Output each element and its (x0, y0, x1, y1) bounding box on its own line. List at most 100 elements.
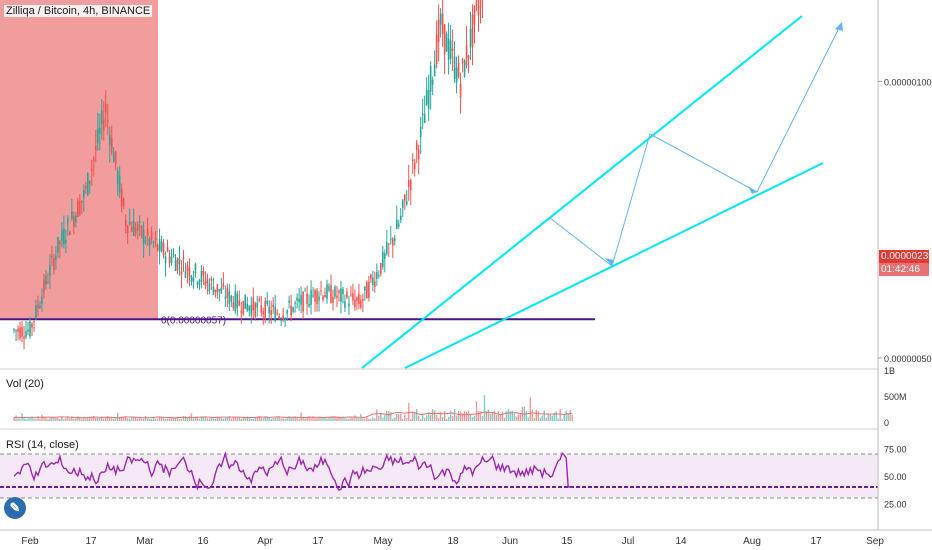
price-candle (473, 5, 476, 25)
time-tick-label: 17 (85, 536, 97, 547)
volume-bar (352, 417, 354, 421)
volume-bar (336, 417, 338, 421)
volume-bar (37, 416, 39, 421)
volume-bar (388, 411, 390, 421)
price-candle (116, 171, 119, 185)
volume-bar (433, 410, 436, 421)
volume-bar (545, 417, 547, 421)
volume-bar (398, 414, 400, 421)
volume-bar (128, 418, 131, 421)
price-candle (282, 315, 284, 321)
price-candle (55, 255, 57, 260)
price-candle (348, 303, 350, 307)
volume-bar (300, 412, 302, 421)
volume-bar (312, 416, 314, 421)
price-candle (320, 290, 322, 292)
price-candle (356, 297, 358, 301)
volume-bar (366, 416, 368, 421)
price-candle (403, 194, 406, 201)
price-candle (310, 290, 312, 305)
volume-bar (226, 417, 229, 421)
price-candle (477, 6, 480, 16)
price-candle (31, 323, 33, 328)
price-candle (370, 274, 372, 279)
price-candle (45, 275, 47, 285)
volume-bar (89, 417, 91, 421)
price-candle (415, 142, 418, 151)
volume-bar (288, 416, 290, 421)
volume-bar (499, 414, 502, 421)
volume-bar (176, 417, 179, 421)
volume-bar (115, 417, 117, 421)
volume-bar (168, 418, 171, 421)
price-candle (136, 224, 139, 231)
volume-bar (109, 417, 111, 421)
price-candle (126, 225, 129, 234)
volume-bar (206, 418, 209, 421)
price-candle (122, 198, 125, 207)
price-layer (13, 0, 483, 350)
price-candle (411, 159, 414, 161)
price-candle (81, 200, 83, 203)
price-candle (190, 276, 193, 282)
price-candle (292, 307, 294, 313)
rsi-pane (0, 428, 878, 499)
volume-bar (222, 418, 225, 421)
volume-bar (178, 418, 181, 421)
volume-bar (418, 415, 420, 421)
price-candle (316, 290, 318, 304)
rsi-tick-label: 50.00 (884, 472, 907, 482)
price-candle (250, 304, 253, 316)
volume-bar (156, 418, 159, 421)
price-candle (256, 302, 259, 308)
drawings-layer (361, 15, 843, 369)
volume-bar (348, 418, 350, 421)
volume-bar (314, 417, 316, 421)
price-candle (79, 200, 81, 215)
volume-bar (91, 416, 93, 421)
fibonacci-layer: 1(0.00000650)0.786(0.00000523)0.618(0.00… (0, 0, 595, 326)
tradingview-logo-icon[interactable]: ✎ (4, 497, 26, 519)
projection-arrow-1 (605, 258, 614, 266)
volume-bar (192, 418, 195, 421)
volume-bar (95, 417, 97, 421)
price-candle (304, 290, 306, 292)
volume-bar (136, 418, 139, 421)
price-candle (110, 137, 113, 153)
price-candle (170, 256, 173, 263)
time-tick-label: Feb (21, 536, 39, 547)
volume-bar (441, 417, 444, 421)
volume-bar (316, 418, 318, 421)
price-candle (33, 321, 35, 323)
price-candle (252, 297, 255, 311)
rsi-tick-label: 25.00 (884, 500, 907, 510)
volume-bar (503, 417, 506, 421)
volume-bar (330, 416, 332, 421)
volume-bar (485, 411, 488, 421)
price-candle (346, 291, 348, 298)
volume-bar (158, 416, 161, 421)
price-candle (138, 220, 141, 223)
price-candle (374, 281, 376, 287)
volume-bar (517, 414, 520, 421)
volume-bar (394, 417, 396, 421)
volume-bar (410, 418, 412, 421)
volume-bar (260, 417, 262, 421)
price-candle (92, 157, 95, 162)
volume-bar (244, 417, 246, 421)
price-candle (87, 173, 89, 196)
price-candle (208, 283, 211, 292)
volume-bar (350, 417, 352, 421)
volume-bar (421, 414, 424, 421)
volume-bar (425, 415, 428, 421)
price-candle (15, 330, 17, 332)
volume-bar (461, 412, 464, 421)
price-candle (166, 247, 169, 252)
volume-bar (132, 416, 135, 421)
volume-bar (465, 411, 468, 421)
price-candle (318, 296, 320, 301)
bar-countdown-badge: 01:42:46 (879, 263, 929, 276)
price-candle (423, 114, 426, 123)
volume-bar (443, 411, 446, 421)
volume-bar (489, 413, 492, 421)
